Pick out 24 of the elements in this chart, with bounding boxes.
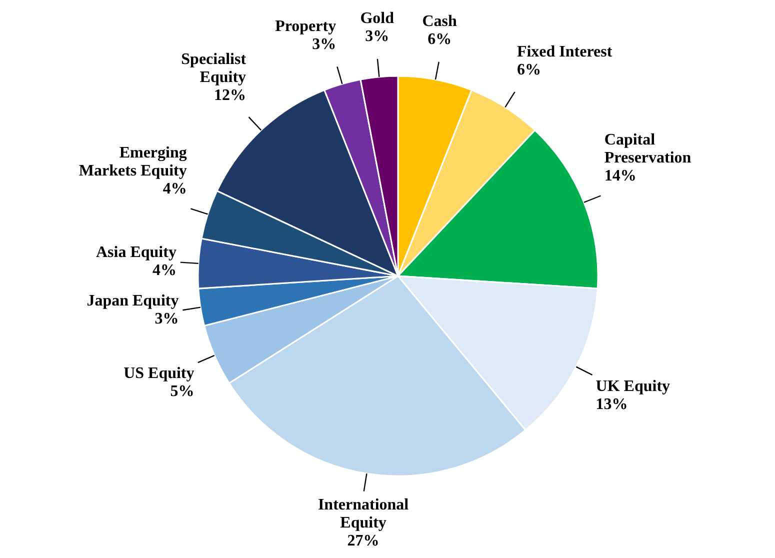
data-label: 3%	[154, 310, 179, 328]
slice-label: UK Equity	[596, 378, 670, 395]
data-label: 4%	[162, 180, 187, 198]
slice-label: Gold	[360, 10, 394, 27]
data-label: 13%	[596, 396, 628, 413]
slice-label: Fixed Interest	[516, 44, 613, 61]
data-label: 12%	[214, 87, 246, 104]
slice-label: Emerging Markets Equity	[78, 144, 187, 180]
data-label: 6%	[428, 30, 452, 48]
slice-label: Asia Equity	[96, 244, 176, 262]
data-label: 3%	[312, 36, 336, 53]
slice-label: International Equity	[318, 496, 410, 532]
slice-label: US Equity	[124, 365, 194, 382]
slice-label: Property	[275, 18, 336, 35]
data-label: 6%	[516, 62, 541, 79]
data-label: 27%	[347, 532, 380, 550]
data-label: 14%	[604, 167, 636, 184]
slice-label: Japan Equity	[86, 292, 179, 310]
data-label: 4%	[152, 262, 176, 280]
slice-label: Specialist Equity	[181, 51, 247, 86]
slice-label: Capital Preservation	[604, 131, 692, 166]
slice-label: Cash	[422, 12, 458, 30]
data-label: 3%	[365, 28, 390, 45]
data-label: 5%	[170, 383, 194, 400]
